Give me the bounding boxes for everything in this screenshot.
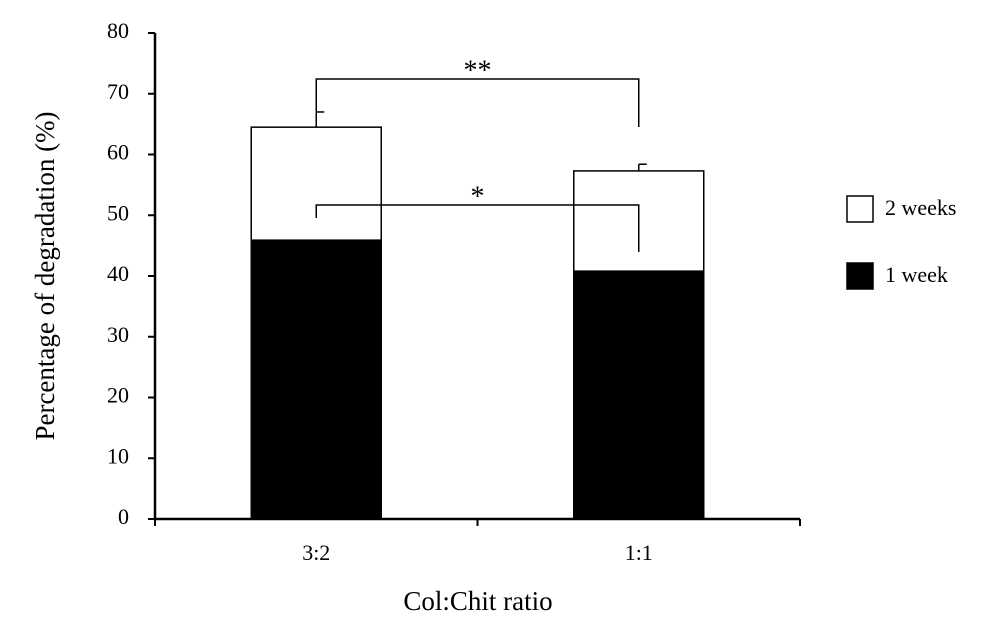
x-tick-label: 1:1: [625, 540, 653, 565]
y-tick-label: 10: [107, 443, 129, 468]
bar-segment: [250, 239, 382, 520]
significance-bracket: [315, 204, 640, 252]
x-tick-label: 3:2: [302, 540, 330, 565]
legend-label: 2 weeks: [885, 195, 956, 220]
y-tick-label: 70: [107, 79, 129, 104]
legend-swatch: [846, 262, 874, 290]
legend-label: 1 week: [885, 262, 948, 287]
y-tick-label: 60: [107, 140, 129, 165]
y-tick-label: 40: [107, 261, 129, 286]
x-axis-label: Col:Chit ratio: [403, 586, 552, 616]
significance-bracket: [315, 78, 640, 127]
significance-label: **: [464, 55, 492, 86]
y-tick-label: 20: [107, 383, 129, 408]
y-tick-label: 30: [107, 322, 129, 347]
legend-swatch: [846, 195, 874, 223]
bar-segment: [250, 126, 382, 241]
y-tick-label: 80: [107, 18, 129, 43]
bar-segment: [573, 270, 705, 520]
y-tick-label: 50: [107, 200, 129, 225]
y-axis-label: Percentage of degradation (%): [30, 111, 60, 440]
y-tick-label: 0: [118, 504, 129, 529]
significance-label: *: [471, 181, 485, 212]
